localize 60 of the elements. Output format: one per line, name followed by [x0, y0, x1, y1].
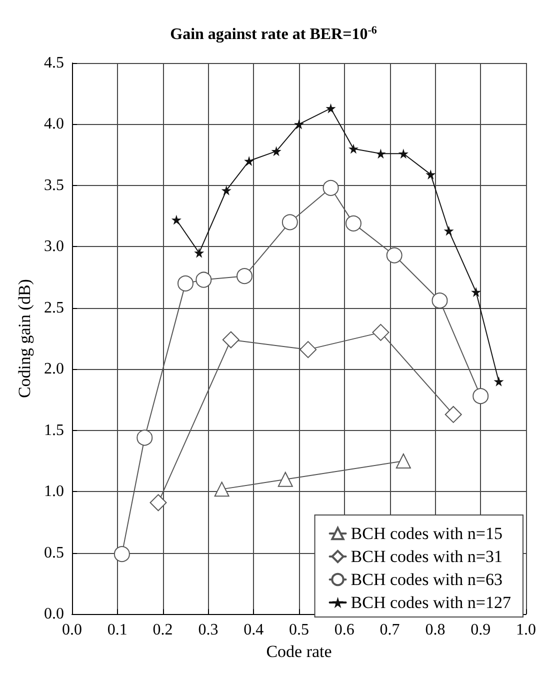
point: [136, 430, 153, 446]
point: [294, 119, 304, 130]
point: [150, 494, 167, 512]
x-tick-label: 0.7: [380, 622, 400, 639]
x-tick-label: 0.5: [289, 622, 309, 639]
point: [221, 185, 232, 196]
point: [236, 268, 253, 284]
x-tick-label: 0.6: [334, 622, 354, 639]
y-tick-label: 0.0: [44, 606, 64, 623]
point: [444, 226, 454, 236]
point: [348, 144, 358, 154]
point: [396, 454, 411, 469]
legend-label: BCH codes with n=31: [350, 547, 503, 566]
point: [398, 148, 408, 159]
y-tick-label: 4.0: [44, 116, 64, 133]
point: [444, 406, 462, 423]
x-tick-label: 0.0: [62, 622, 82, 639]
y-tick-label: 0.5: [44, 544, 64, 562]
y-tick-label: 3.5: [44, 176, 64, 194]
x-tick-label: 0.8: [425, 622, 446, 639]
point: [194, 248, 204, 258]
point: [282, 214, 298, 230]
y-tick-label: 2.0: [44, 360, 64, 378]
point: [300, 341, 317, 358]
legend-label: BCH codes with n=63: [350, 570, 503, 589]
y-tick-label: 1.0: [44, 483, 64, 500]
point: [244, 156, 254, 166]
x-tick-label: 0.1: [107, 622, 128, 639]
point: [326, 103, 336, 114]
x-tick-label: 0.2: [152, 622, 173, 639]
point: [178, 275, 194, 292]
x-tick-label: 0.9: [470, 622, 491, 639]
point: [278, 472, 293, 487]
point: [471, 287, 482, 298]
point: [196, 272, 212, 288]
point: [271, 146, 282, 156]
point: [114, 546, 130, 562]
x-axis-title: Code rate: [266, 642, 332, 661]
point: [171, 214, 182, 225]
point: [214, 482, 230, 497]
x-tick-label: 0.4: [244, 622, 264, 639]
point: [472, 388, 489, 404]
y-axis-title: Coding gain (dB): [15, 279, 34, 398]
point: [494, 376, 504, 386]
y-tick-label: 3.0: [44, 238, 64, 256]
point: [432, 292, 448, 309]
point: [372, 324, 390, 341]
legend-label: BCH codes with n=15: [350, 524, 503, 543]
y-tick-label: 2.5: [44, 299, 64, 316]
point: [426, 169, 436, 180]
point: [322, 180, 339, 196]
point: [376, 148, 386, 159]
x-tick-label: 1.0: [516, 622, 536, 639]
y-tick-label: 1.5: [44, 422, 64, 439]
legend-label: BCH codes with n=127: [350, 593, 512, 612]
point: [222, 331, 240, 348]
x-tick-label: 0.3: [198, 622, 218, 639]
point: [386, 247, 402, 264]
y-tick-label: 4.5: [44, 54, 64, 72]
point: [345, 215, 362, 232]
